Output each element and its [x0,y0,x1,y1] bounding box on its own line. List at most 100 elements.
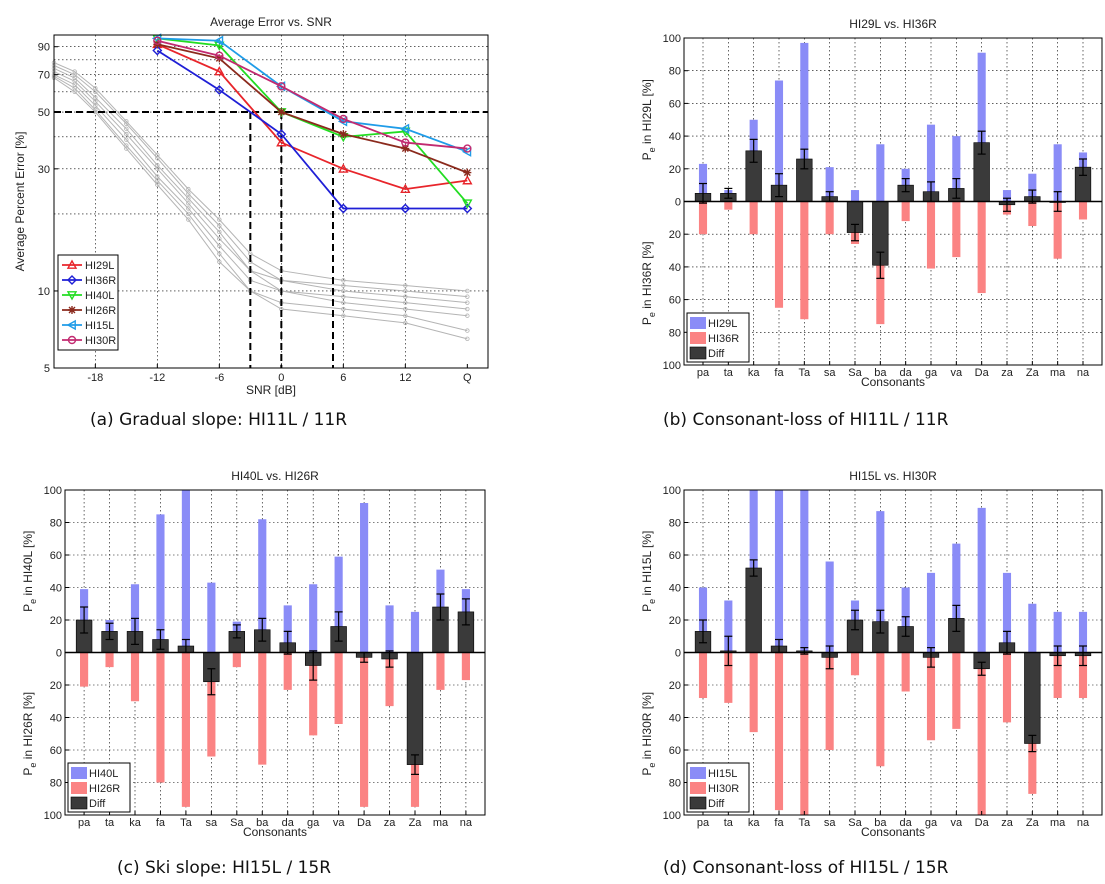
x-tick-label: ta [724,367,734,379]
legend-label: HI40L [85,290,114,302]
marker [399,123,410,135]
bar-HI30R [850,652,860,676]
y-tick-label: 70 [38,70,50,82]
caption-c: (c) Ski slope: HI15L / 15R [117,858,332,878]
gray-point [465,288,470,294]
y-tick-label: 20 [50,615,62,627]
x-tick-label: sa [824,817,837,829]
marker [401,144,410,153]
legend-label: Diff [89,798,106,810]
x-tick-label: da [282,817,295,829]
x-tick-label: ka [748,817,761,829]
bar-HI26R [232,652,241,668]
marker [152,45,163,56]
x-tick-label: Sa [848,367,862,379]
gray-point [403,306,408,312]
y-tick-label: 40 [50,713,62,725]
bar-HI26R [385,652,394,707]
x-axis-label: SNR [dB] [246,383,296,397]
bar-diff [745,567,762,653]
legend-label: HI26R [85,305,116,317]
y-tick-label: 90 [38,42,50,54]
x-tick-label: da [900,367,913,379]
bar-HI26R [334,652,343,724]
gray-point [403,300,408,305]
gray-point [403,320,408,326]
x-tick-label: ta [724,817,734,829]
series-HI29L [152,38,473,193]
x-tick-label: na [1077,367,1090,379]
legend-swatch [70,796,88,810]
legend-label: HI40L [89,768,118,780]
bar-HI15L [724,600,733,653]
y-tick-label: 0 [675,197,681,209]
legend-label: HI29L [85,260,114,272]
series-HI30R [153,36,472,153]
bar-HI30R [698,652,708,698]
bar-HI30R [1002,652,1012,723]
bar-HI30R [825,652,834,750]
y-tick-label: 100 [663,810,681,822]
marker [463,144,472,153]
y-tick-label: 60 [669,98,681,110]
x-tick-label: 12 [399,372,411,384]
caption-b: (b) Consonant-loss of HI11L / 11R [663,410,949,430]
gray-point [217,229,222,235]
legend-label: Diff [708,798,725,810]
bar-HI40L [334,556,343,653]
gray-point [124,131,129,137]
x-tick-label: Ta [799,367,812,379]
y-axis-label-top: Pe in HI15L [%] [640,531,657,612]
y-tick-label: 5 [44,363,50,375]
panel-a: -18 -12 -6 0 6 12 Q 5 10 30 50 70 90 Average Error vs… [13,15,489,397]
gray-line [53,71,468,310]
gray-point [124,143,129,148]
legend-box [57,254,119,351]
gray-point [465,300,470,305]
gray-point [465,306,470,312]
bar-HI15L [1028,603,1037,653]
bar-HI15L [926,572,936,653]
legend-swatch [690,332,706,344]
y-tick-label: 100 [663,360,681,372]
gray-point [72,69,77,74]
caption-a: (a) Gradual slope: HI11L / 11R [90,410,348,430]
x-tick-label: fa [774,817,784,829]
bar-diff [1024,652,1041,744]
y-tick-label: 100 [663,33,681,45]
x-tick-label: va [951,367,964,379]
marker [153,36,162,45]
legend-label: HI29L [708,318,737,330]
caption-d: (d) Consonant-loss of HI15L / 15R [663,858,949,878]
x-tick-label: -18 [87,372,103,384]
y-tick-label: 30 [38,164,50,176]
x-tick-label: fa [774,367,784,379]
bar-HI29L [698,163,708,202]
x-tick-label: sa [206,817,219,829]
bar-HI40L [283,605,292,653]
x-tick-label: ba [874,367,887,379]
x-axis-label: Consonants [861,825,925,839]
gray-point [341,300,346,305]
marker [66,259,78,269]
bar-HI15L [1078,611,1088,653]
gray-point [186,196,191,201]
bar-HI36R [926,201,936,269]
panel-b: 100 80 60 40 20 0 20 40 60 80 100 pa ta ka fa Ta sa Sa ba d… [640,17,1103,389]
marker [339,114,348,124]
y-tick-label: 80 [669,327,681,339]
gray-point [93,99,98,104]
bar-HI15L [977,507,986,653]
bar-HI30R [876,652,885,767]
bar-HI29L [926,124,936,202]
y-tick-label: 40 [669,262,681,274]
legend-label: HI36R [85,275,116,287]
bar-HI30R [1078,652,1088,698]
bar-HI40L [309,584,318,653]
y-tick-label: 60 [669,745,681,757]
legend-swatch [689,796,707,810]
x-tick-label: ta [105,817,115,829]
bar-HI15L [876,511,885,653]
series-HI36R [152,45,473,214]
marker [67,275,77,285]
